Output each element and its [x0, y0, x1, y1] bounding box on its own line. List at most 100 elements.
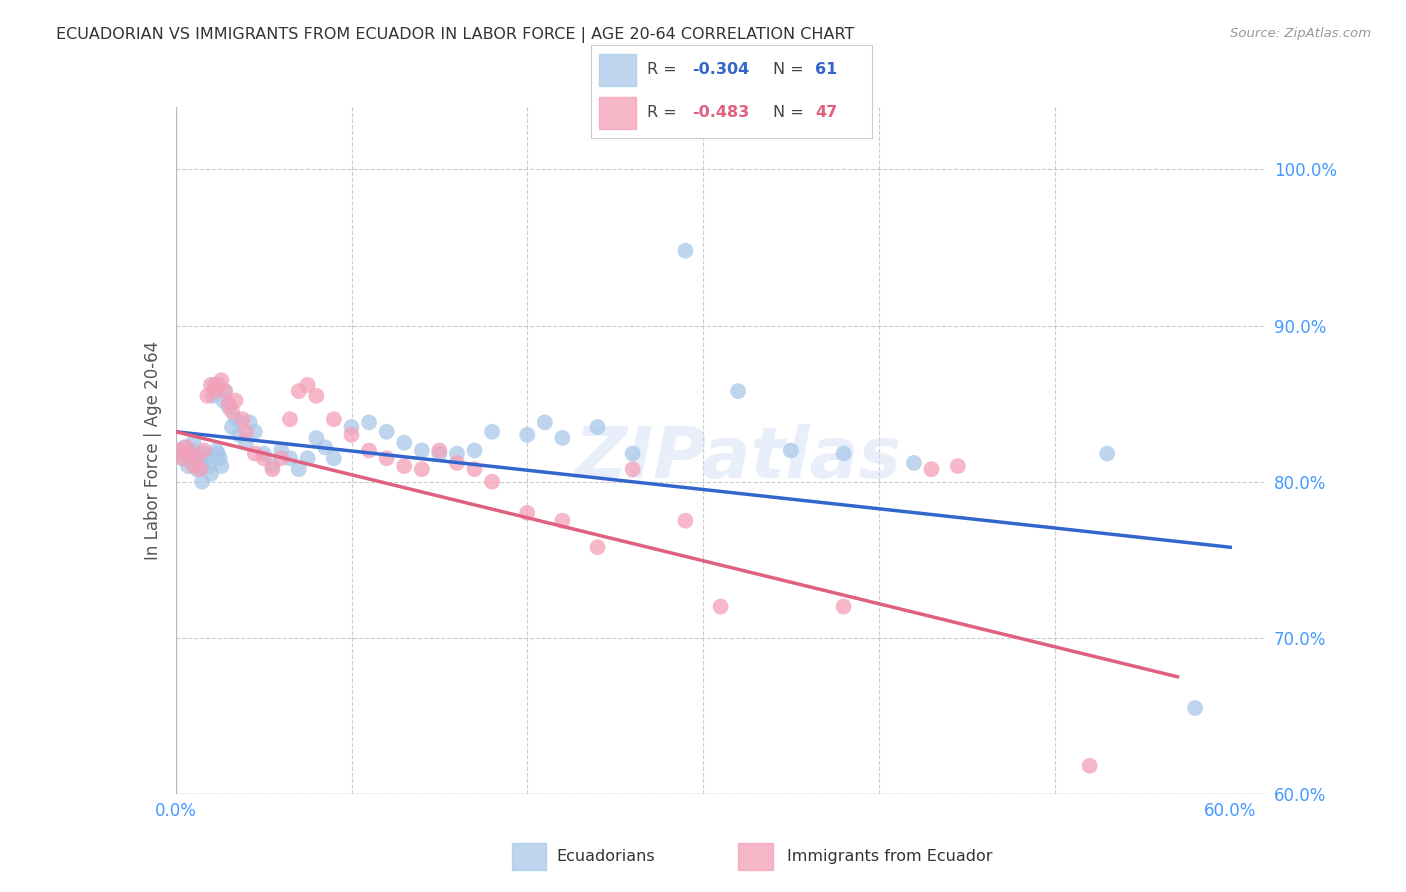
- Text: 61: 61: [815, 62, 838, 78]
- Y-axis label: In Labor Force | Age 20-64: In Labor Force | Age 20-64: [143, 341, 162, 560]
- Point: [710, 599, 733, 614]
- Point: [186, 451, 208, 466]
- Point: [198, 458, 221, 473]
- Point: [1184, 701, 1206, 715]
- Point: [200, 467, 222, 481]
- Point: [411, 462, 433, 476]
- Point: [183, 435, 205, 450]
- Point: [464, 462, 486, 476]
- Point: [231, 412, 254, 426]
- Text: N =: N =: [773, 104, 810, 120]
- Point: [207, 447, 229, 461]
- Point: [179, 447, 201, 461]
- Point: [727, 384, 749, 399]
- Point: [1097, 447, 1119, 461]
- Point: [516, 506, 538, 520]
- Point: [551, 514, 574, 528]
- Point: [214, 384, 236, 399]
- Point: [464, 443, 486, 458]
- Point: [205, 443, 228, 458]
- Point: [288, 384, 311, 399]
- Point: [183, 458, 205, 473]
- Bar: [599, 54, 636, 86]
- Text: 47: 47: [815, 104, 838, 120]
- Point: [200, 378, 222, 392]
- Point: [195, 451, 219, 466]
- Point: [183, 456, 205, 470]
- Point: [621, 462, 644, 476]
- Point: [375, 451, 398, 466]
- Point: [297, 378, 319, 392]
- Point: [191, 475, 214, 489]
- Point: [207, 378, 229, 392]
- Text: Immigrants from Ecuador: Immigrants from Ecuador: [787, 849, 993, 863]
- Text: R =: R =: [647, 62, 682, 78]
- Point: [221, 404, 243, 418]
- Point: [427, 447, 450, 461]
- Point: [239, 416, 262, 430]
- Point: [675, 244, 697, 258]
- Text: -0.483: -0.483: [692, 104, 749, 120]
- Point: [217, 397, 239, 411]
- Point: [586, 420, 609, 434]
- Point: [235, 435, 257, 450]
- Point: [204, 378, 226, 392]
- Point: [903, 456, 925, 470]
- Point: [481, 475, 503, 489]
- Point: [262, 458, 284, 473]
- Point: [411, 443, 433, 458]
- Point: [212, 393, 235, 408]
- Point: [446, 456, 468, 470]
- Point: [305, 431, 328, 445]
- Point: [288, 462, 311, 476]
- Point: [621, 447, 644, 461]
- Point: [253, 451, 276, 466]
- Point: [314, 441, 336, 455]
- Point: [172, 451, 194, 466]
- Point: [188, 462, 212, 476]
- Point: [946, 458, 969, 473]
- Point: [179, 447, 201, 461]
- Point: [221, 420, 243, 434]
- Point: [243, 447, 266, 461]
- Point: [177, 458, 200, 473]
- Text: Source: ZipAtlas.com: Source: ZipAtlas.com: [1230, 27, 1371, 40]
- Text: R =: R =: [647, 104, 682, 120]
- Point: [516, 428, 538, 442]
- Point: [187, 451, 209, 466]
- Point: [208, 451, 231, 466]
- Point: [193, 443, 215, 458]
- Point: [201, 389, 224, 403]
- Point: [534, 416, 557, 430]
- Point: [262, 462, 284, 476]
- Point: [217, 400, 239, 414]
- Point: [1078, 758, 1101, 772]
- Point: [186, 462, 208, 476]
- Point: [586, 540, 609, 554]
- Point: [427, 443, 450, 458]
- Point: [204, 384, 226, 399]
- Point: [169, 443, 191, 458]
- Point: [481, 425, 503, 439]
- Point: [214, 384, 236, 399]
- Text: Ecuadorians: Ecuadorians: [557, 849, 655, 863]
- Bar: [512, 843, 546, 870]
- Point: [173, 441, 195, 455]
- Point: [921, 462, 943, 476]
- Point: [211, 458, 233, 473]
- Point: [235, 425, 257, 439]
- Text: N =: N =: [773, 62, 810, 78]
- Point: [832, 599, 855, 614]
- Point: [225, 393, 247, 408]
- Text: ZIPatlas: ZIPatlas: [575, 424, 901, 492]
- Point: [169, 443, 191, 458]
- Point: [195, 389, 219, 403]
- Point: [359, 443, 381, 458]
- Point: [228, 428, 250, 442]
- Bar: [599, 97, 636, 129]
- Point: [340, 420, 363, 434]
- Point: [323, 412, 346, 426]
- Point: [183, 443, 205, 458]
- Point: [211, 373, 233, 387]
- Point: [359, 416, 381, 430]
